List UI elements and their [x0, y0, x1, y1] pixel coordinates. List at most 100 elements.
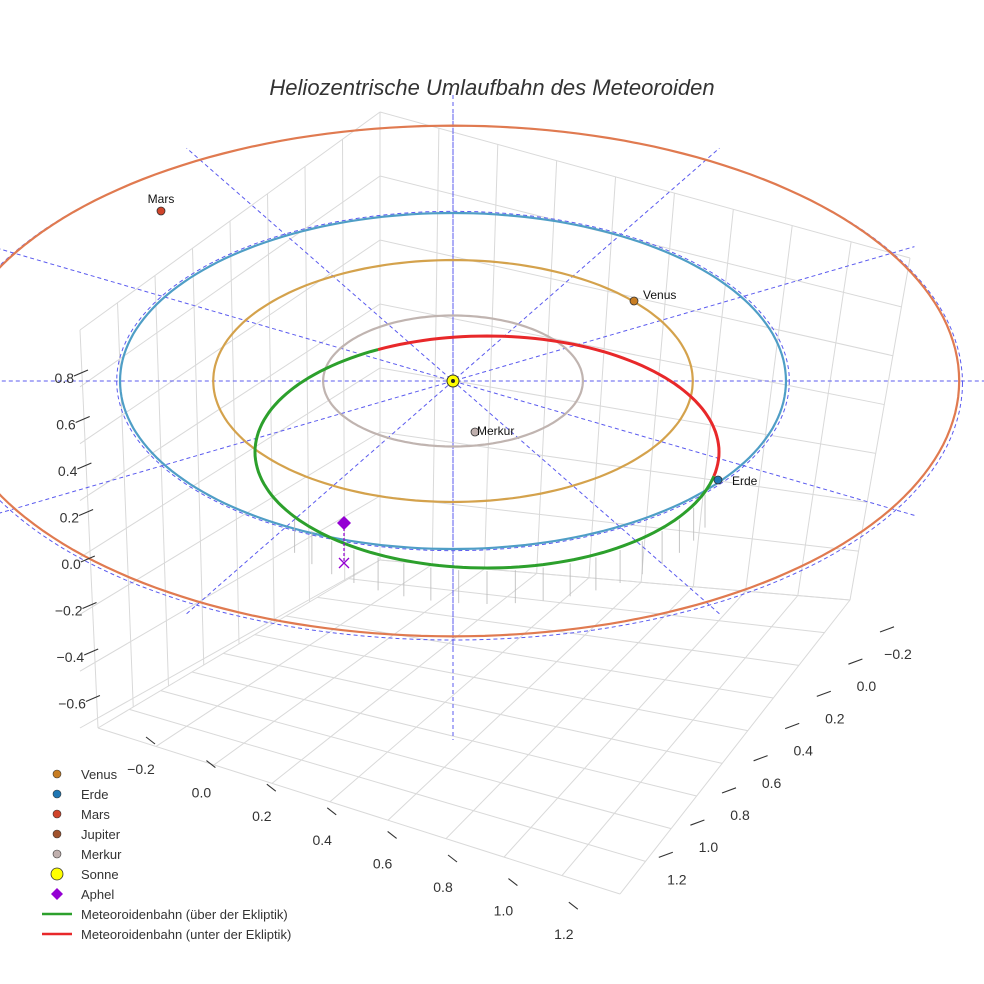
- y-axis-label: 1.0: [699, 839, 719, 855]
- aphel-marker: [337, 516, 351, 530]
- z-axis-tick: [80, 555, 96, 563]
- x-axis-label: 1.0: [494, 903, 514, 919]
- planet-orbits: [0, 124, 961, 638]
- grid-line: [588, 176, 617, 578]
- y-axis-label: 1.2: [667, 871, 687, 887]
- planet-merkur-marker: [470, 427, 480, 437]
- planet-mars-label: Mars: [148, 192, 175, 206]
- grid-line: [79, 559, 381, 729]
- planet-venus-label: Venus: [643, 288, 676, 302]
- grid-line: [192, 248, 205, 666]
- aphel-projection-mark: [338, 557, 350, 569]
- grid-line: [619, 599, 851, 895]
- y-axis-label: 0.2: [825, 710, 845, 726]
- y-axis-label: 0.6: [762, 775, 782, 791]
- grid-line: [79, 329, 99, 729]
- legend-label: Meteoroidenbahn (über der Ekliptik): [81, 907, 288, 922]
- grid-line: [304, 166, 310, 603]
- grid-line: [849, 257, 911, 601]
- y-axis-tick: [658, 851, 673, 858]
- z-axis-label: 0.0: [61, 556, 81, 572]
- grid-line: [271, 572, 537, 784]
- grid-line: [692, 209, 734, 587]
- x-axis-tick: [447, 854, 458, 863]
- legend-label: Aphel: [81, 887, 114, 902]
- planet-erde-marker: [713, 475, 723, 485]
- x-axis-label: 0.2: [252, 808, 272, 824]
- y-axis-label: −0.2: [884, 646, 912, 662]
- y-axis-tick: [753, 755, 768, 762]
- grid-line: [431, 128, 440, 565]
- x-axis-tick: [266, 783, 277, 792]
- z-axis-tick: [85, 694, 101, 703]
- grid-line: [79, 367, 381, 558]
- legend-swatch: [52, 789, 62, 799]
- y-axis-label: 0.8: [730, 807, 750, 823]
- x-axis-label: 0.6: [373, 855, 393, 871]
- grid-line: [536, 160, 558, 574]
- legend-label: Mars: [81, 807, 110, 822]
- grid-line: [797, 241, 852, 596]
- grid-line: [483, 144, 499, 569]
- legend-swatch: [50, 867, 64, 881]
- z-axis-label: −0.4: [57, 649, 85, 665]
- grid-line: [79, 239, 381, 445]
- grid-line: [213, 568, 485, 766]
- body-markers: Mars Venus Erde Merkur: [148, 192, 758, 569]
- legend: Venus Erde Mars Jupiter Merkur Sonne Aphel Mete…: [42, 767, 291, 942]
- grid-line: [348, 578, 825, 634]
- y-axis-tick: [690, 819, 705, 826]
- y-axis-label: 0.4: [793, 743, 813, 759]
- orbit-venus: [212, 258, 694, 504]
- z-axis-tick: [83, 648, 99, 656]
- grid-line: [254, 634, 748, 732]
- z-axis-label: −0.6: [58, 696, 86, 712]
- ecliptic-outer-ring: [0, 125, 963, 641]
- legend-swatch: [52, 849, 62, 859]
- grid-line: [129, 708, 646, 862]
- z-axis-label: 0.2: [60, 510, 80, 526]
- grid-line: [97, 727, 621, 895]
- legend-swatch: [51, 888, 63, 900]
- z-axis-label: 0.8: [55, 370, 75, 386]
- planet-erde-label: Erde: [732, 474, 758, 488]
- z-axis-tick: [78, 508, 94, 517]
- y-axis-tick: [848, 658, 863, 665]
- planet-mars-marker: [156, 206, 166, 216]
- grid-line: [117, 302, 134, 708]
- x-axis-tick: [206, 760, 216, 769]
- orbit-erde: [118, 211, 788, 551]
- grid-line: [285, 615, 774, 699]
- legend-label: Venus: [81, 767, 118, 782]
- grid-line: [79, 431, 381, 615]
- grid-line: [79, 303, 381, 501]
- x-axis-tick: [326, 807, 337, 816]
- z-axis-label: 0.6: [56, 417, 76, 433]
- meteoroid-path-below: [377, 334, 721, 477]
- grid-line: [154, 275, 169, 687]
- y-axis-tick: [879, 626, 895, 633]
- x-axis-ticks: −0.2 0.0 0.2 0.4 0.6 0.8 1.0 1.2: [127, 736, 579, 942]
- meteoroid-orbit: [253, 334, 721, 604]
- legend-swatch: [52, 809, 62, 819]
- legend-label: Merkur: [81, 847, 122, 862]
- z-axis-ticks: 0.8 0.6 0.4 0.2 0.0 −0.2 −0.4 −0.6: [55, 369, 101, 712]
- y-axis-tick: [721, 787, 737, 794]
- grid-line: [79, 175, 381, 388]
- z-axis-tick: [77, 462, 92, 470]
- grid-line: [561, 595, 799, 876]
- x-axis-tick: [508, 878, 518, 887]
- chart-title: Heliozentrische Umlaufbahn des Meteoroid…: [269, 75, 714, 100]
- y-axis-ticks: −0.2 0.0 0.2 0.4 0.6 0.8 1.0 1.2: [658, 626, 912, 887]
- y-axis-label: 0.0: [857, 678, 877, 694]
- grid-line: [445, 586, 694, 840]
- legend-label: Sonne: [81, 867, 119, 882]
- x-axis-tick: [568, 901, 579, 910]
- grid-line: [379, 495, 859, 552]
- ecliptic-radial-line: [0, 248, 915, 516]
- grid-line: [387, 581, 642, 821]
- z-axis-label: −0.2: [55, 603, 83, 619]
- legend-swatch: [52, 769, 62, 779]
- legend-label: Jupiter: [81, 827, 121, 842]
